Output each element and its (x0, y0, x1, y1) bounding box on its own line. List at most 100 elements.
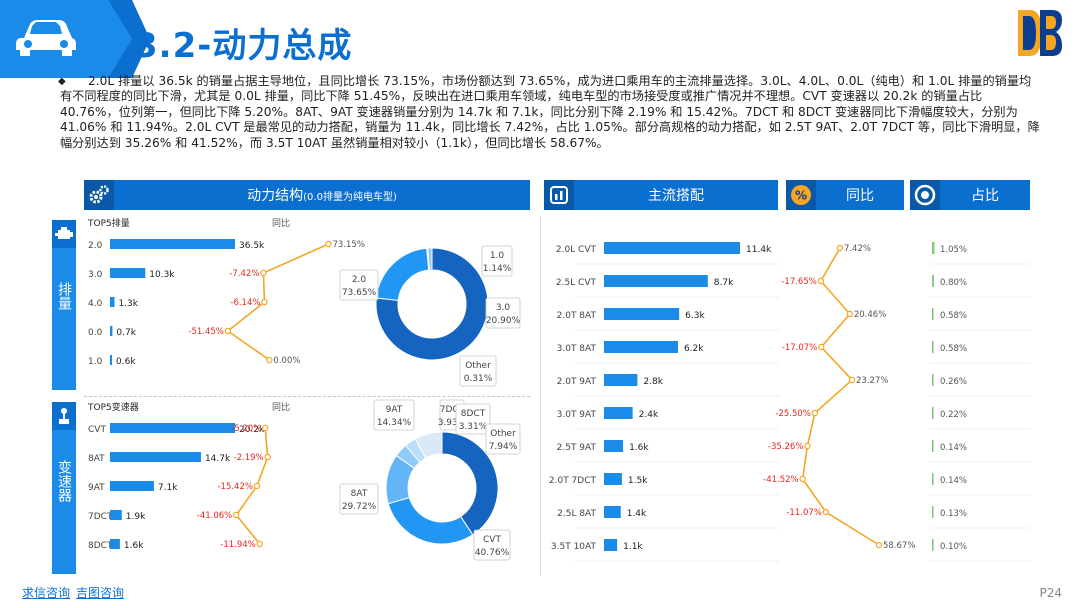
share-label: 0.26% (940, 377, 967, 387)
pie-value: 3.31% (459, 422, 488, 432)
pie-value: 3.93% (438, 418, 467, 428)
yoy-label: -51.45% (188, 327, 223, 337)
pie-label: Other (490, 429, 516, 439)
share-bar (932, 308, 934, 320)
bar (110, 423, 235, 433)
bar (110, 481, 154, 491)
bar-value-label: 14.7k (205, 454, 231, 464)
yoy-header: 同比 (272, 217, 290, 229)
combo-bar-value: 11.4k (746, 245, 772, 255)
pie-value: 1.14% (483, 264, 512, 274)
yoy-line (226, 243, 329, 361)
pie-slice (387, 496, 474, 545)
combo-bar (604, 275, 708, 287)
yoy-point (260, 269, 267, 277)
yoy-line (235, 427, 269, 545)
pie-label-box (455, 403, 491, 435)
combo-bar-value: 6.2k (684, 344, 704, 354)
pie-label: 8AT (351, 489, 368, 499)
combo-yoy-label: -25.50% (775, 409, 810, 419)
combo-category-label: 3.5T 10AT (551, 542, 597, 552)
yoy-point (233, 511, 240, 519)
pie-slice (395, 444, 421, 470)
combo-category-label: 2.0T 7DCT (549, 476, 597, 486)
combo-bar-value: 6.3k (685, 311, 705, 321)
bar-value-label: 10.3k (149, 270, 175, 280)
share-label: 1.05% (940, 245, 967, 255)
share-bar (932, 407, 934, 419)
yoy-label: -2.19% (234, 453, 264, 463)
category-label: 3.0 (88, 270, 103, 280)
section-note-powertrain: (0.0排量为纯电车型) (303, 192, 397, 203)
section-header-yoy: % 同比 (786, 180, 904, 210)
yoy-label: -6.14% (230, 298, 260, 308)
bar (110, 355, 113, 365)
pie-value: 20.90% (486, 316, 521, 326)
divider-dashed (84, 396, 530, 397)
bar (110, 452, 201, 462)
combo-yoy-label: 20.46% (854, 310, 886, 320)
svg-text:%: % (795, 189, 807, 203)
combo-bar (604, 473, 622, 485)
yoy-point (325, 240, 332, 248)
bar-value-label: 7.1k (158, 483, 178, 493)
bar (110, 539, 120, 549)
intro-text: 2.0L 排量以 36.5k 的销量占据主导地位，且同比增长 73.15%，市场… (60, 74, 1040, 150)
pie-label-box (481, 245, 513, 277)
share-label: 0.13% (940, 509, 967, 519)
bar-value-label: 1.3k (118, 299, 138, 309)
divider-combo (540, 216, 541, 576)
share-bar (932, 374, 934, 386)
combo-category-label: 2.0T 9AT (557, 377, 597, 387)
bar (110, 268, 146, 278)
category-label: 0.0 (88, 328, 103, 338)
pie-slice (375, 247, 430, 301)
percent-icon: % (786, 180, 816, 210)
pie-label: CVT (483, 535, 501, 545)
pie-slice (427, 247, 433, 271)
bar-value-label: 1.9k (126, 512, 146, 522)
pie-label-box (473, 529, 511, 561)
pie-label: 7DCT (440, 405, 465, 415)
pie-label: 8DCT (461, 409, 486, 419)
car-icon (16, 20, 76, 56)
bar (110, 510, 122, 520)
combo-category-label: 2.0T 8AT (557, 311, 597, 321)
combo-bar-value: 2.8k (643, 377, 663, 387)
pie-value: 0.31% (464, 374, 493, 384)
pie-value: 7.94% (489, 442, 518, 452)
share-bar (932, 539, 934, 551)
combo-bar (604, 242, 740, 254)
yoy-point (264, 453, 271, 461)
combo-yoy-point (818, 343, 825, 351)
yoy-label: 73.15% (333, 240, 365, 250)
pie-label-box (339, 269, 379, 301)
combo-yoy-label: -11.07% (786, 508, 821, 518)
page-number: P24 (1039, 586, 1062, 600)
share-label: 0.14% (940, 443, 967, 453)
combo-category-label: 3.0T 8AT (557, 344, 597, 354)
combo-bar (604, 539, 618, 551)
footer-link-2[interactable]: 吉图咨询 (76, 586, 125, 600)
pie-slice (375, 247, 489, 361)
side-tag-transmission: 变速器 (52, 402, 76, 574)
footer-link-1[interactable]: 求信咨询 (22, 586, 71, 600)
combo-yoy-point (817, 277, 825, 285)
category-label: 8DCT (88, 541, 113, 551)
pie-slice (414, 431, 443, 459)
share-bar (932, 440, 934, 452)
yoy-point (262, 424, 269, 432)
pie-slice (426, 247, 431, 271)
pie-label-box (373, 399, 415, 431)
pie-label-box (439, 399, 465, 431)
bar-value-label: 0.7k (116, 328, 136, 338)
combo-yoy-point (804, 442, 811, 450)
combo-bar-value: 1.4k (627, 509, 647, 519)
section-title-combo: 主流搭配 (648, 188, 704, 204)
share-label: 0.22% (940, 410, 967, 420)
combo-bar-value: 2.4k (639, 410, 659, 420)
pie-value: 73.65% (342, 288, 377, 298)
combo-yoy-label: 7.42% (844, 244, 871, 254)
section-title-powertrain: 动力结构 (247, 188, 304, 204)
section-title-yoy: 同比 (846, 188, 874, 204)
